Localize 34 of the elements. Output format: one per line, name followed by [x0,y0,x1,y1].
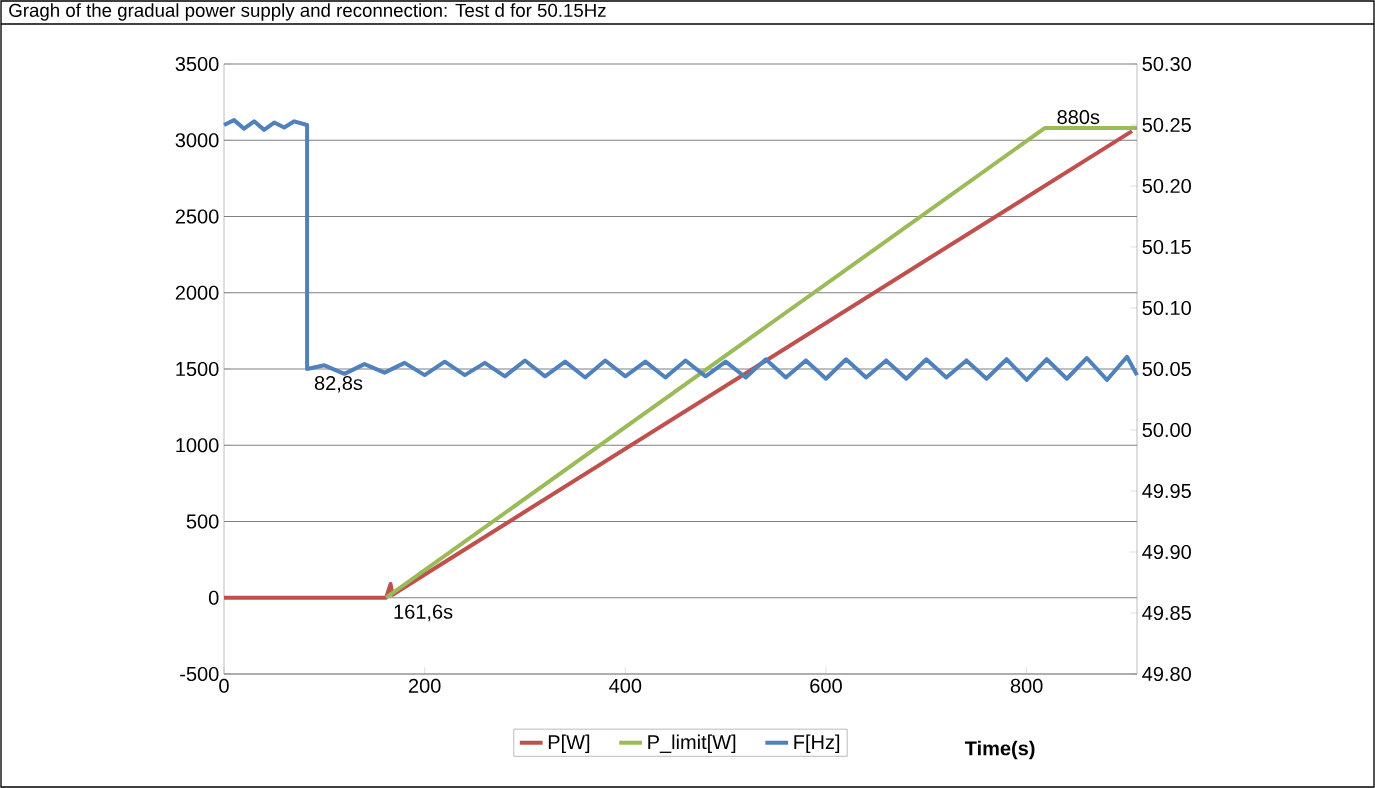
x-tick-label: 200 [408,678,441,693]
x-axis-title: Time(s) [964,740,1035,760]
y2-tick-label: 50.15 [1142,239,1191,255]
y2-tick-label: 49.90 [1142,544,1191,560]
y-tick-label: 500 [186,514,219,529]
x-tick-label: 0 [219,678,229,693]
legend-label: F[Hz] [794,734,840,754]
y-tick-label: 2000 [175,285,219,300]
y-tick-label: -500 [180,666,219,682]
y-tick-label: 0 [208,590,219,605]
y-tick-label: 2500 [175,209,219,224]
y-tick-label: 1500 [176,361,219,377]
y2-tick-label: 49.80 [1142,666,1191,682]
line-series [222,129,1134,600]
y2-tick-label: 50.05 [1142,361,1191,377]
y2-tick-label: 50.00 [1142,422,1191,438]
legend-label: P_limit[W] [648,734,736,754]
annotation: 82,8s [314,375,363,393]
x-tick-label: 800 [1010,678,1043,693]
chart-title: Gragh of the gradual power supply and reconnection: Test d for 50.15Hz [9,3,606,21]
x-tick-label: 600 [810,678,842,693]
y2-tick-label: 50.10 [1142,300,1191,316]
y-tick-label: 3500 [175,56,219,72]
y2-tick-label: 49.95 [1142,483,1191,499]
y2-tick-label: 50.20 [1142,178,1191,194]
y2-tick-label: 49.85 [1142,605,1191,621]
x-tick-label: 400 [609,678,642,693]
annotation: 161,6s [394,604,453,622]
y2-tick-label: 50.25 [1142,117,1191,133]
y-tick-label: 1000 [176,438,219,453]
legend-label: P[W] [548,734,590,754]
annotation: 880s [1057,110,1100,125]
y-tick-label: 3000 [175,133,219,148]
y2-tick-label: 50.30 [1142,56,1191,72]
